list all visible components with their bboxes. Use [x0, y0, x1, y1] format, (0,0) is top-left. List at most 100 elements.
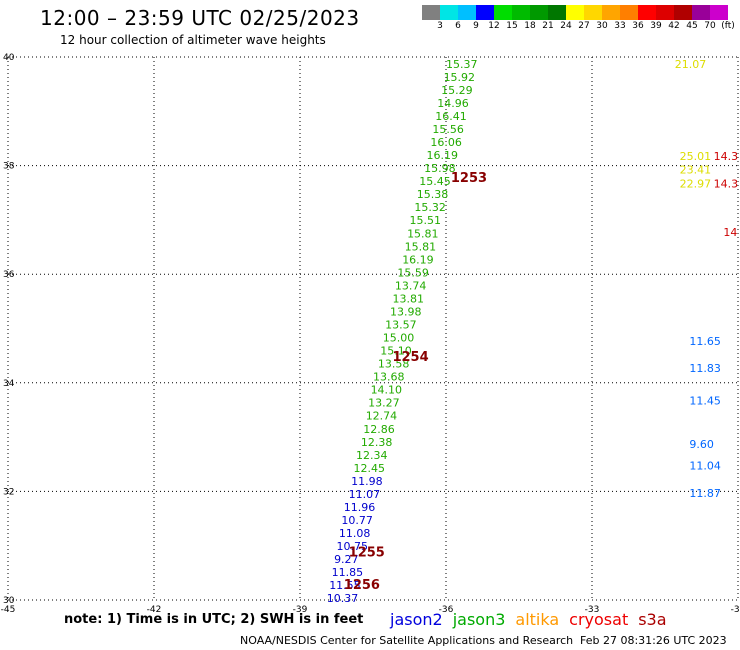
x-tick-label: -36	[439, 605, 454, 615]
y-tick-label: 40	[3, 53, 15, 63]
data-point-jason3: 15.92	[444, 71, 476, 84]
legend-entry-jason3: jason3	[452, 610, 506, 629]
data-point-cryosat: 11.83	[689, 362, 721, 375]
color-scale-label: 12	[488, 21, 500, 31]
color-swatch	[440, 5, 458, 20]
y-tick-label: 34	[3, 379, 15, 389]
data-point-jason3: 13.98	[390, 305, 422, 318]
data-point-cryosat: 9.60	[689, 438, 714, 451]
data-point-jason3: 16.19	[427, 149, 459, 162]
data-point-jason2: 11.96	[344, 501, 376, 514]
color-scale-label: 36	[632, 21, 644, 31]
color-swatch	[602, 5, 620, 20]
data-point-s3a: 14.3	[714, 150, 739, 163]
color-scale-label: 42	[668, 21, 680, 31]
data-point-jason3: 12.45	[354, 462, 386, 475]
color-scale-label: (ft)	[721, 21, 735, 31]
color-swatch	[494, 5, 512, 20]
x-tick-label: -42	[147, 605, 162, 615]
data-point-jason3: 15.37	[446, 58, 478, 71]
data-point-jason3: 12.38	[361, 436, 393, 449]
color-swatch	[584, 5, 602, 20]
data-point-cryosat: 11.04	[689, 460, 721, 473]
data-point-cryosat: 11.45	[689, 395, 721, 408]
color-scale-label: 30	[596, 21, 608, 31]
legend-entry-s3a: s3a	[638, 610, 667, 629]
color-scale-label: 27	[578, 21, 590, 31]
data-point-jason2: 11.07	[349, 488, 381, 501]
y-tick-label: 30	[3, 596, 15, 606]
data-point-jason2: 11.85	[332, 566, 364, 579]
data-point-jason3: 14.96	[437, 97, 469, 110]
time-label: 1256	[344, 578, 380, 593]
data-point-jason3: 13.68	[373, 371, 405, 384]
data-point-jason3: 15.38	[417, 188, 449, 201]
color-scale-label: 3	[437, 21, 443, 31]
color-scale-bar	[422, 5, 728, 20]
time-label: 1254	[392, 350, 428, 365]
satellite-legend: jason2 jason3 altika cryosat s3a	[390, 610, 667, 629]
color-scale-label: 33	[614, 21, 626, 31]
data-point-jason3: 15.81	[407, 227, 439, 240]
color-swatch	[566, 5, 584, 20]
color-swatch	[710, 5, 728, 20]
footer-timestamp: Feb 27 08:31:26 UTC 2023	[580, 634, 727, 647]
data-point-jason3: 12.34	[356, 449, 388, 462]
y-tick-label: 38	[3, 162, 15, 172]
color-swatch	[458, 5, 476, 20]
data-point-jason3: 15.32	[414, 201, 446, 214]
legend-entry-altika: altika	[515, 610, 560, 629]
color-swatch	[530, 5, 548, 20]
data-point-jason3: 15.56	[432, 123, 464, 136]
data-point-jason3: 13.58	[378, 358, 410, 371]
color-swatch	[674, 5, 692, 20]
data-point-jason3: 13.81	[392, 292, 424, 305]
data-point-jason3: 16.41	[435, 110, 467, 123]
data-point-jason3: 15.29	[441, 84, 473, 97]
data-point-jason3: 15.98	[424, 162, 456, 175]
data-point-altika: 25.01	[680, 150, 712, 163]
data-point-jason3: 13.74	[395, 279, 427, 292]
data-point-s3a: 14	[723, 226, 737, 239]
data-point-cryosat: 11.65	[689, 335, 721, 348]
data-point-jason2: 11.55	[329, 579, 361, 592]
chart-title: 12:00 – 23:59 UTC 02/25/2023	[40, 6, 360, 30]
x-tick-label: -33	[585, 605, 600, 615]
data-point-jason3: 15.81	[405, 240, 437, 253]
color-swatch	[620, 5, 638, 20]
data-point-jason3: 15.59	[397, 266, 429, 279]
color-scale-label: 18	[524, 21, 536, 31]
data-point-altika: 21.07	[675, 58, 707, 71]
data-point-jason3: 14.10	[371, 384, 403, 397]
data-point-jason2: 11.98	[351, 475, 383, 488]
data-point-jason2: 11.08	[339, 527, 371, 540]
chart-subtitle: 12 hour collection of altimeter wave hei…	[60, 33, 326, 47]
data-point-jason3: 13.57	[385, 319, 417, 332]
data-point-jason3: 12.74	[366, 410, 398, 423]
data-point-jason3: 15.51	[410, 214, 442, 227]
data-point-altika: 22.97	[680, 177, 712, 190]
data-point-jason3: 15.45	[419, 175, 451, 188]
color-scale-label: 39	[650, 21, 662, 31]
footnote: note: 1) Time is in UTC; 2) SWH is in fe…	[64, 612, 364, 627]
color-scale-labels: 3 6 9 12 15 18 21 24 27 30 33 36 39 42 45 70 (ft)	[431, 21, 737, 31]
color-scale-label: 9	[473, 21, 479, 31]
color-swatch	[476, 5, 494, 20]
color-swatch	[512, 5, 530, 20]
data-point-jason3: 16.19	[402, 253, 434, 266]
data-point-altika: 23.41	[680, 164, 712, 177]
color-scale-label: 70	[704, 21, 716, 31]
color-scale-label: 21	[542, 21, 554, 31]
color-swatch	[692, 5, 710, 20]
data-point-jason2: 9.27	[334, 553, 359, 566]
data-point-jason3: 15.10	[380, 345, 412, 358]
color-scale-label: 15	[506, 21, 518, 31]
x-tick-label: -39	[293, 605, 308, 615]
y-tick-label: 36	[3, 270, 15, 280]
x-tick-label: -30	[731, 605, 740, 615]
color-scale-label: 45	[686, 21, 698, 31]
color-swatch	[656, 5, 674, 20]
y-tick-label: 32	[3, 487, 14, 497]
data-point-jason2: 10.75	[337, 540, 369, 553]
